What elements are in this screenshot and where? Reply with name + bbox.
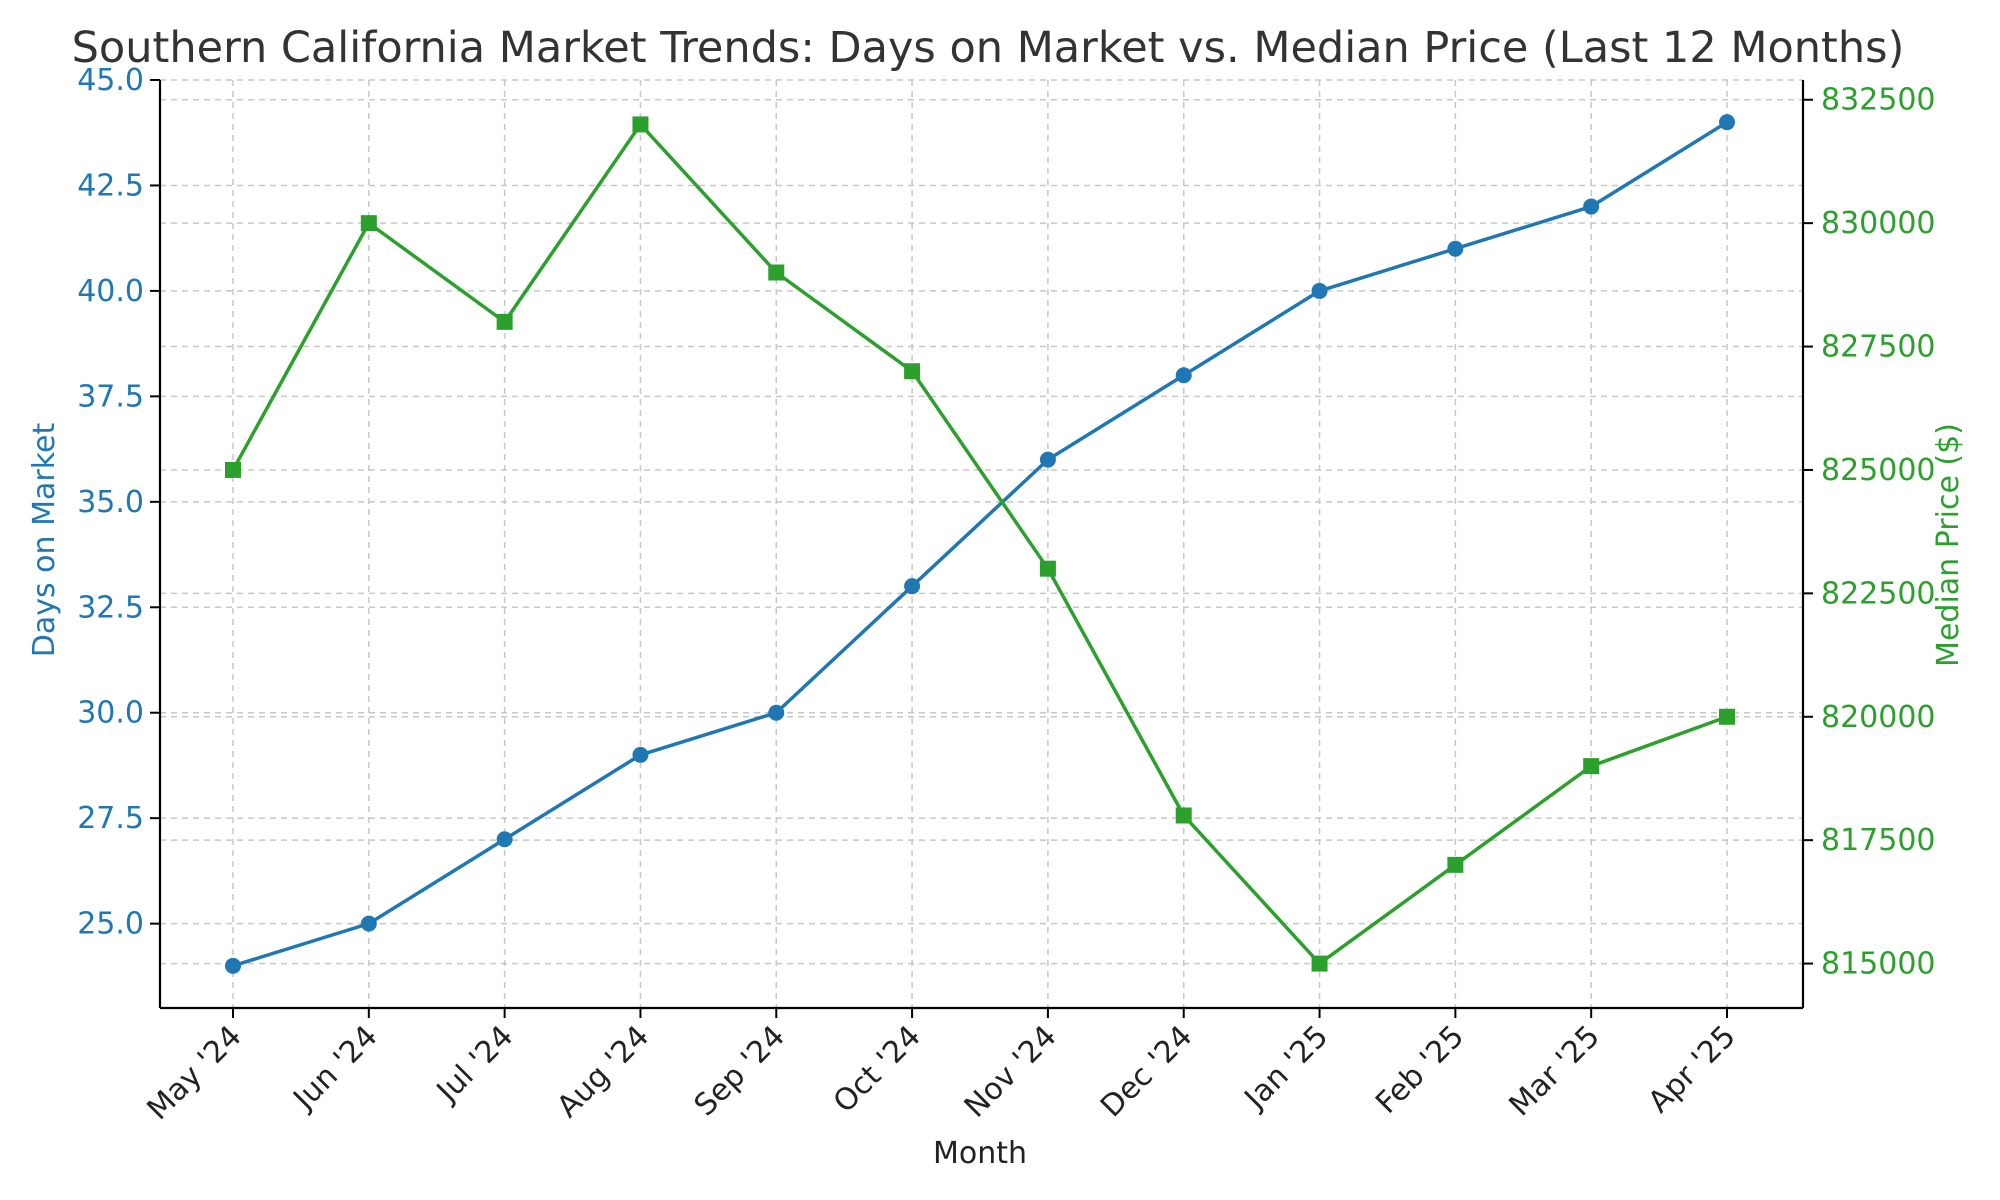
median-price-point	[768, 264, 785, 281]
x-tick-label: Sep '24	[688, 1019, 792, 1123]
grid-layer	[160, 79, 1803, 1008]
x-tick-label: Mar '25	[1502, 1019, 1606, 1123]
y-right-tick-label: 815000	[1821, 947, 1936, 982]
median-price-point	[225, 461, 241, 478]
days-on-market-point	[632, 746, 649, 763]
median-price-point	[360, 215, 377, 232]
x-tick-label: Nov '24	[958, 1019, 1064, 1125]
y-right-tick-label: 820000	[1821, 700, 1936, 735]
x-tick-label: Jun '24	[286, 1019, 385, 1118]
days-on-market-point	[496, 831, 513, 848]
x-tick-label: Feb '25	[1369, 1019, 1471, 1121]
y-right-tick-label: 830000	[1821, 206, 1936, 241]
days-on-market-point	[1039, 451, 1056, 468]
x-tick-label: Jan '25	[1237, 1019, 1335, 1117]
y-right-tick-label: 832500	[1821, 83, 1936, 118]
x-tick-label: Dec '24	[1094, 1019, 1199, 1124]
series-line-days-on-market	[232, 120, 1728, 968]
y-left-tick-label: 27.5	[77, 801, 144, 836]
chart-title: Southern California Market Trends: Days …	[72, 23, 1905, 73]
y-left-tick-label: 45.0	[77, 63, 144, 98]
y-right-tick-label: 825000	[1821, 453, 1936, 488]
y-right-tick-label: 827500	[1821, 330, 1936, 365]
y-axis-left-label: Days on Market	[27, 423, 62, 658]
y-left-tick-label: 37.5	[77, 379, 144, 414]
median-price-point	[1447, 856, 1464, 873]
median-price-point	[1039, 560, 1056, 577]
y-left-tick-label: 25.0	[77, 907, 144, 942]
y-axis-right-label: Median Price ($)	[1931, 423, 1966, 667]
y-right-tick-label: 822500	[1821, 576, 1936, 611]
x-tick-label: Aug '24	[550, 1019, 656, 1125]
days-on-market-point	[1719, 114, 1735, 131]
days-on-market-point	[1447, 240, 1464, 257]
x-tick-label: Jul '24	[429, 1019, 520, 1110]
median-price-point	[904, 363, 921, 380]
days-on-market-point	[904, 578, 921, 595]
days-on-market-point	[1175, 367, 1192, 384]
days-on-market-point	[768, 704, 785, 721]
median-price-point	[632, 116, 649, 133]
median-price-point	[1583, 758, 1600, 775]
y-left-tick-label: 32.5	[77, 590, 144, 625]
y-left-tick-label: 42.5	[77, 168, 144, 203]
median-price-point	[1175, 807, 1192, 824]
series-line-median-price	[231, 122, 1728, 966]
x-tick-label: Oct '24	[827, 1019, 928, 1120]
x-tick-label: Apr '25	[1642, 1019, 1743, 1120]
days-on-market-point	[1583, 198, 1600, 215]
median-price-point	[1719, 708, 1735, 725]
x-axis-label: Month	[933, 1136, 1027, 1171]
median-price-point	[1311, 955, 1328, 972]
y-right-tick-label: 817500	[1821, 823, 1936, 858]
series-layer	[225, 114, 1735, 974]
y-left-tick-label: 30.0	[77, 696, 144, 731]
days-on-market-point	[1311, 282, 1328, 299]
y-left-tick-label: 35.0	[77, 485, 144, 520]
y-left-tick-label: 40.0	[77, 274, 144, 309]
days-on-market-point	[360, 915, 377, 932]
x-tick-label: May '24	[140, 1019, 248, 1127]
days-on-market-point	[225, 957, 241, 974]
median-price-point	[496, 313, 513, 330]
